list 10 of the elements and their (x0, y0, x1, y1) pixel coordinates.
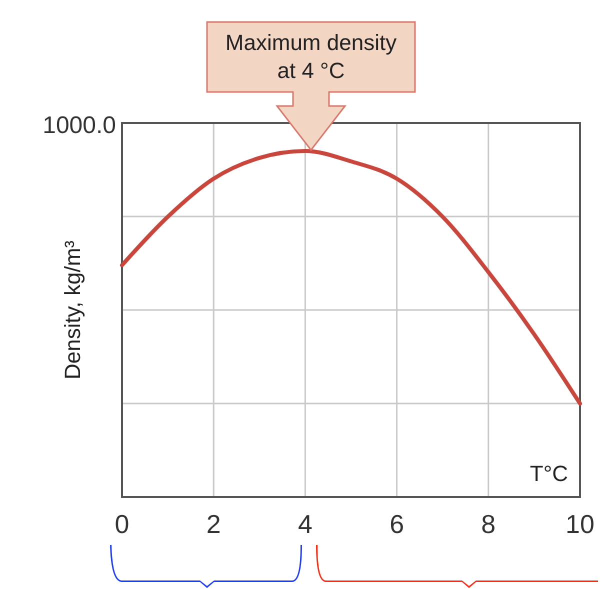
x-tick-label: 10 (566, 509, 594, 539)
x-tick-label: 6 (390, 509, 404, 539)
text: 1000.0 (42, 112, 116, 139)
x-tick-label: 2 (206, 509, 221, 539)
x-tick-label: 4 (298, 509, 312, 539)
x-tick-label: 8 (481, 509, 496, 539)
text: Maximum density at 4 °C (225, 30, 397, 83)
y-axis-title: Density, kg/m³ (60, 240, 85, 380)
x-tick-label: 0 (114, 509, 130, 539)
x-axis-title: T°C (530, 461, 568, 486)
